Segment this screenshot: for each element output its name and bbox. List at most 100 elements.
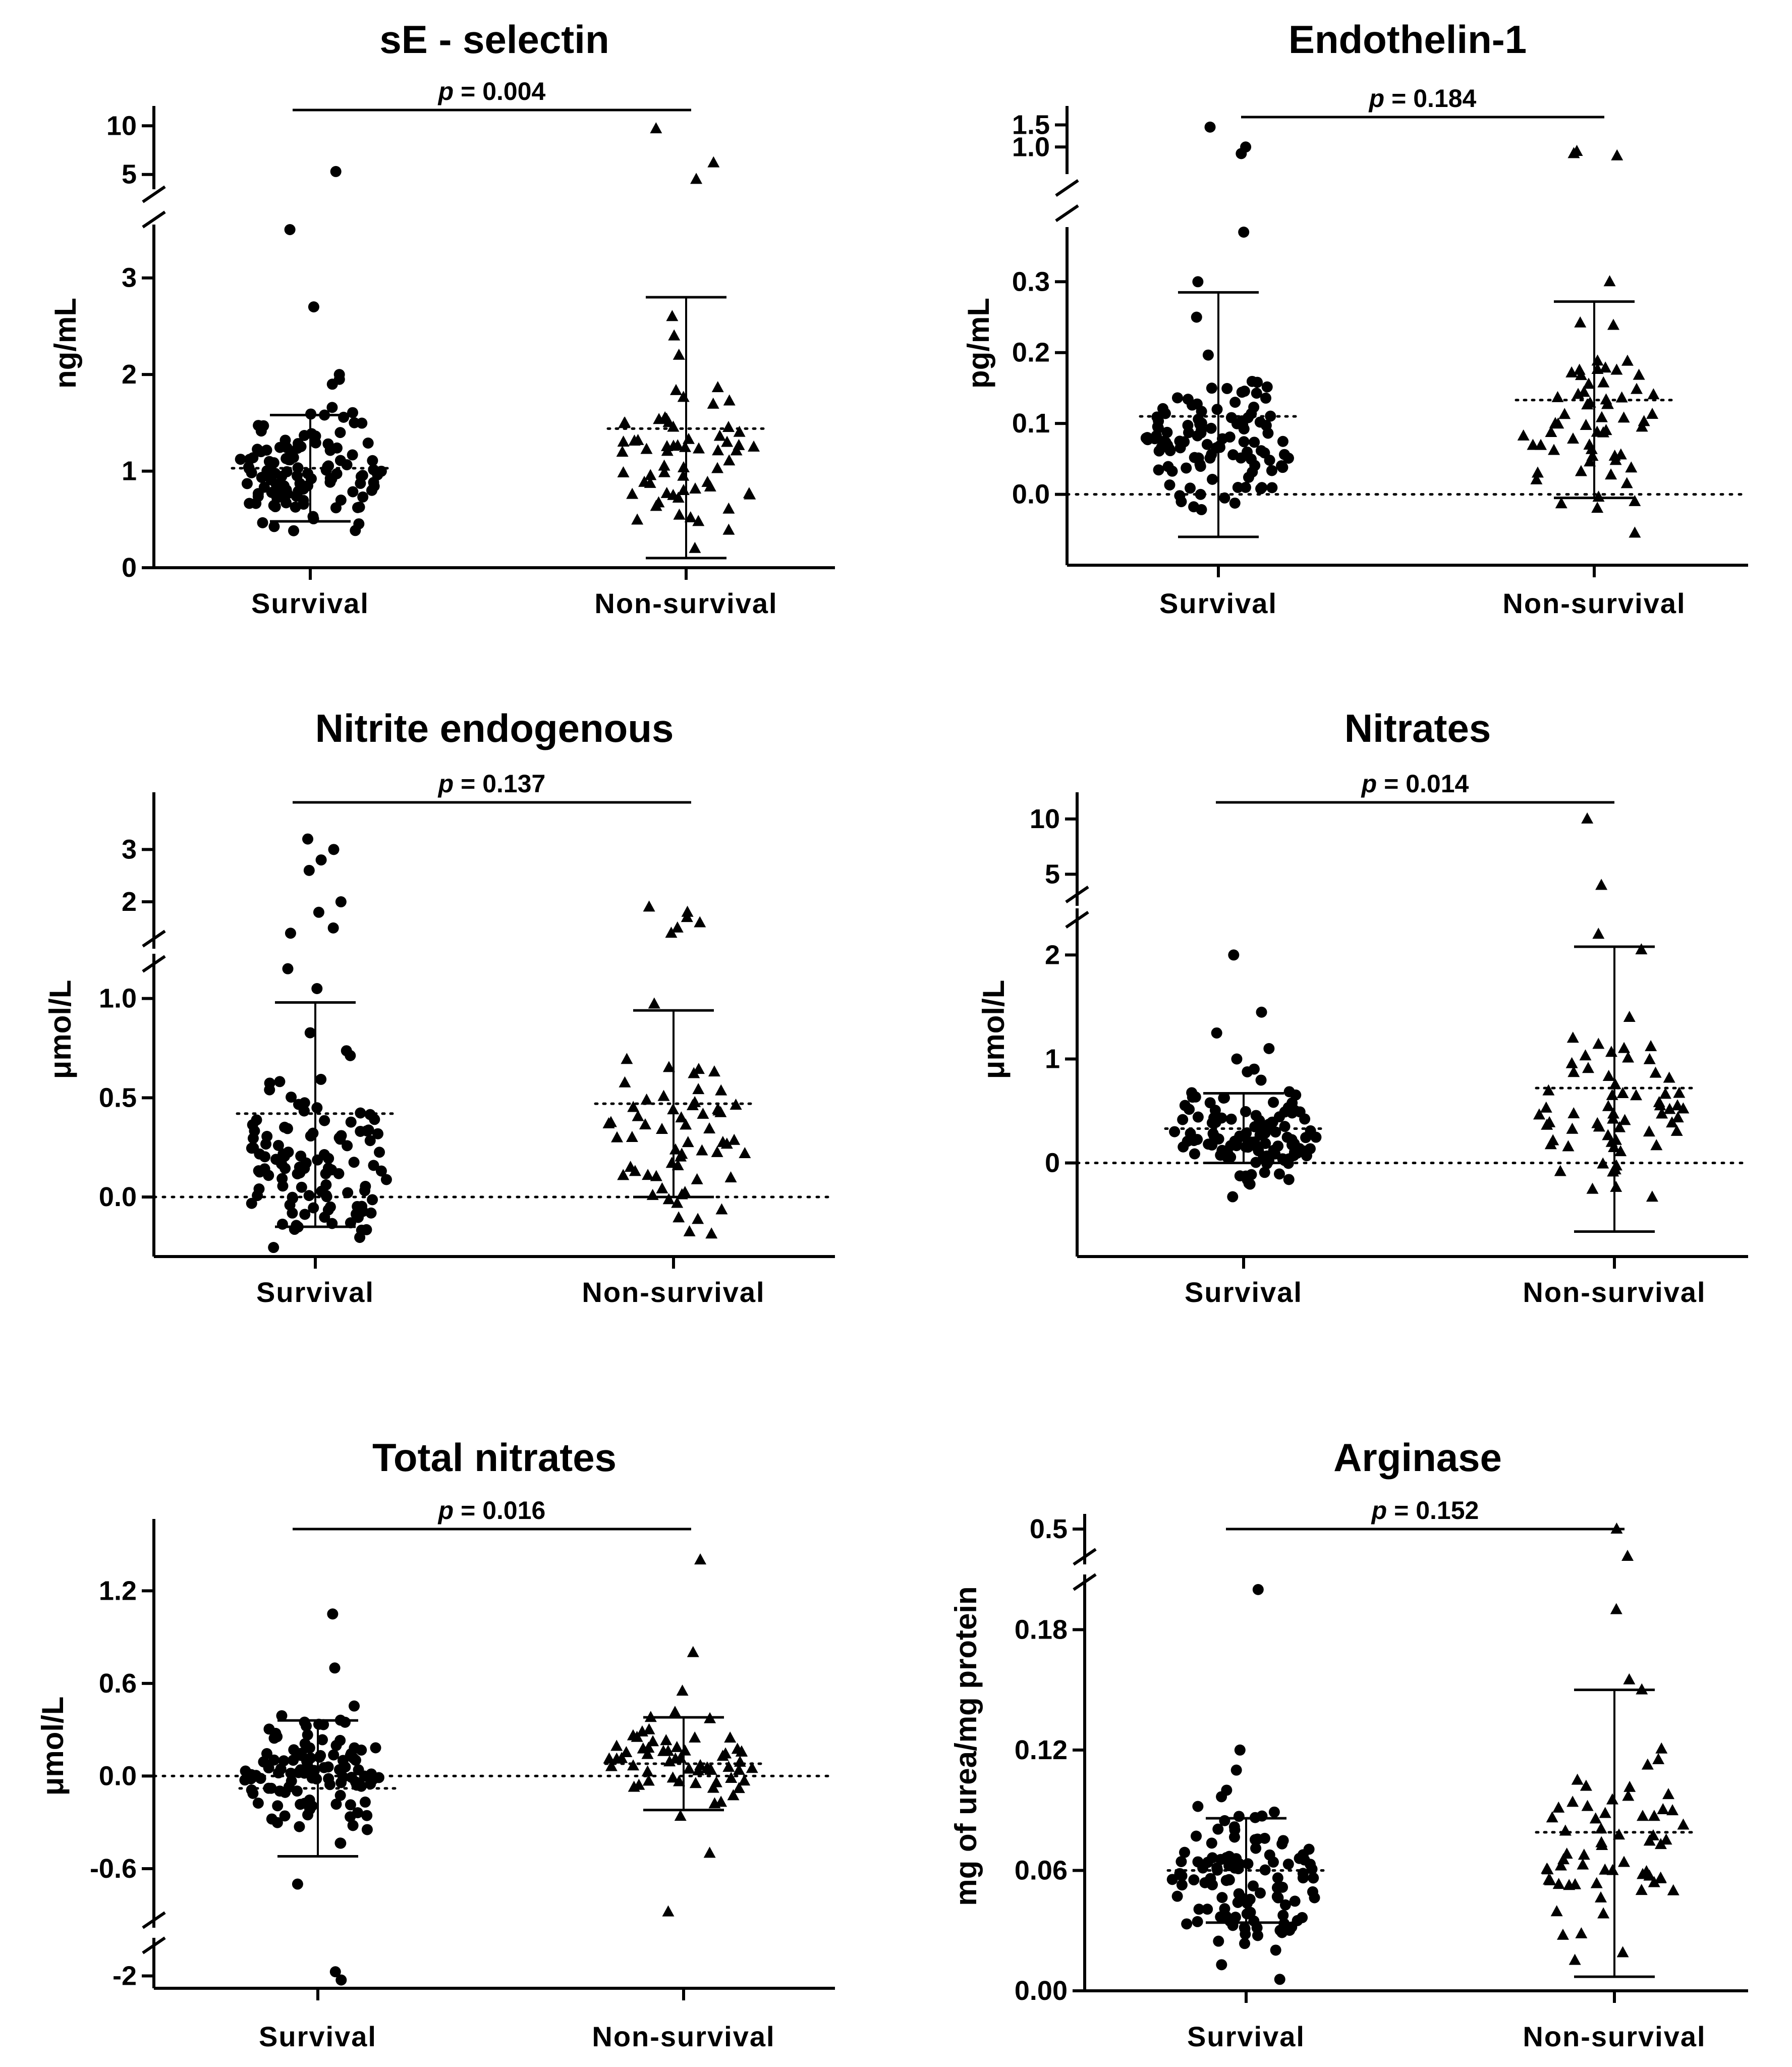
data-point-non-survival bbox=[1597, 1907, 1610, 1919]
data-point-survival bbox=[1184, 1104, 1195, 1115]
p-symbol: p bbox=[437, 770, 454, 798]
data-point-survival bbox=[1219, 492, 1230, 504]
data-point-survival bbox=[1270, 1944, 1281, 1956]
data-point-survival bbox=[1239, 1938, 1251, 1949]
data-point-non-survival bbox=[1571, 145, 1583, 156]
data-point-survival bbox=[1234, 1170, 1246, 1182]
data-point-non-survival bbox=[671, 439, 684, 451]
data-point-survival bbox=[307, 1127, 319, 1139]
data-point-survival bbox=[353, 518, 365, 530]
y-axis-label: pg/mL bbox=[962, 298, 995, 389]
y-tick-label: -0.6 bbox=[90, 1854, 137, 1884]
data-point-non-survival bbox=[644, 476, 656, 488]
data-point-non-survival bbox=[643, 1723, 655, 1734]
data-point-survival bbox=[1286, 1107, 1298, 1119]
chart-title: Total nitrates bbox=[372, 1435, 617, 1480]
data-point-survival bbox=[301, 1720, 312, 1732]
data-point-non-survival bbox=[1571, 1773, 1584, 1785]
data-point-non-survival bbox=[671, 1196, 684, 1208]
data-point-survival bbox=[1218, 1093, 1229, 1104]
data-point-non-survival bbox=[662, 1193, 675, 1205]
data-point-survival bbox=[252, 1798, 264, 1809]
data-point-survival bbox=[282, 963, 294, 974]
data-point-survival bbox=[1303, 1843, 1315, 1855]
data-point-survival bbox=[1192, 276, 1204, 288]
data-point-non-survival bbox=[708, 1065, 720, 1077]
data-point-non-survival bbox=[1637, 1868, 1649, 1879]
data-point-survival bbox=[335, 1974, 347, 1986]
data-point-non-survival bbox=[1623, 1011, 1636, 1022]
data-point-non-survival bbox=[690, 173, 703, 184]
data-point-survival bbox=[322, 1162, 334, 1174]
data-point-survival bbox=[1195, 488, 1206, 500]
data-point-survival bbox=[353, 1778, 364, 1790]
data-point-survival bbox=[1234, 1744, 1246, 1756]
data-point-survival bbox=[1153, 464, 1164, 476]
axis-break-mark bbox=[1073, 1548, 1097, 1566]
data-point-survival bbox=[1152, 421, 1163, 432]
data-point-survival bbox=[1279, 1121, 1291, 1132]
data-point-non-survival bbox=[1629, 526, 1641, 538]
data-point-non-survival bbox=[1629, 495, 1641, 506]
data-point-survival bbox=[1267, 1856, 1279, 1868]
y-tick-label: 0.6 bbox=[99, 1668, 137, 1699]
data-point-survival bbox=[1272, 1872, 1283, 1884]
p-symbol: p bbox=[1371, 1496, 1387, 1525]
data-point-non-survival bbox=[1650, 1139, 1663, 1151]
data-point-survival bbox=[1282, 1859, 1294, 1870]
data-point-survival bbox=[268, 457, 279, 468]
data-point-survival bbox=[285, 928, 296, 939]
data-point-non-survival bbox=[1606, 1793, 1618, 1805]
data-point-survival bbox=[291, 1785, 303, 1797]
data-point-survival bbox=[334, 1734, 346, 1746]
data-point-survival bbox=[1191, 311, 1202, 323]
data-point-survival bbox=[324, 1201, 336, 1213]
data-point-non-survival bbox=[1580, 1779, 1592, 1791]
data-point-non-survival bbox=[711, 1146, 723, 1157]
data-point-non-survival bbox=[1622, 1051, 1635, 1063]
data-point-survival bbox=[260, 1138, 272, 1150]
data-point-non-survival bbox=[1591, 502, 1604, 513]
data-point-survival bbox=[295, 1764, 306, 1776]
data-point-survival bbox=[1310, 1131, 1322, 1143]
data-point-non-survival bbox=[1552, 1801, 1565, 1813]
data-point-non-survival bbox=[707, 397, 719, 409]
data-point-survival bbox=[1181, 462, 1192, 474]
data-point-non-survival bbox=[689, 1777, 702, 1788]
data-point-non-survival bbox=[1603, 275, 1616, 287]
p-value-text: = 0.016 bbox=[454, 1496, 545, 1525]
p-value-text: = 0.137 bbox=[454, 770, 545, 798]
data-point-survival bbox=[1240, 481, 1252, 493]
data-point-non-survival bbox=[1646, 407, 1659, 419]
data-point-survival bbox=[327, 922, 339, 934]
data-point-survival bbox=[1202, 349, 1214, 361]
data-point-non-survival bbox=[688, 1067, 700, 1078]
data-point-non-survival bbox=[677, 461, 690, 472]
data-point-survival bbox=[315, 1073, 327, 1085]
data-point-survival bbox=[1213, 1935, 1224, 1947]
data-point-non-survival bbox=[673, 1775, 686, 1786]
data-point-non-survival bbox=[673, 1211, 685, 1223]
data-point-survival bbox=[1229, 1912, 1241, 1923]
y-tick-label: 10 bbox=[1030, 804, 1060, 834]
data-point-non-survival bbox=[640, 1093, 653, 1105]
data-point-non-survival bbox=[1531, 466, 1544, 478]
data-point-survival bbox=[1274, 1974, 1285, 1985]
data-point-non-survival bbox=[733, 425, 746, 437]
data-point-non-survival bbox=[1530, 473, 1543, 484]
data-point-non-survival bbox=[1654, 1871, 1667, 1883]
data-point-non-survival bbox=[618, 417, 631, 428]
data-point-survival bbox=[1305, 1859, 1316, 1870]
data-point-non-survival bbox=[1641, 1758, 1654, 1770]
data-point-survival bbox=[298, 483, 309, 495]
data-point-non-survival bbox=[689, 482, 702, 494]
data-point-survival bbox=[326, 402, 338, 413]
y-tick-label: -2 bbox=[113, 1961, 137, 1991]
data-point-survival bbox=[304, 1027, 316, 1039]
data-point-non-survival bbox=[1554, 1165, 1566, 1176]
data-point-survival bbox=[1256, 482, 1268, 494]
data-point-survival bbox=[1196, 504, 1207, 515]
data-point-survival bbox=[361, 1824, 373, 1835]
data-point-non-survival bbox=[1646, 1190, 1658, 1202]
data-point-survival bbox=[1219, 1815, 1230, 1826]
